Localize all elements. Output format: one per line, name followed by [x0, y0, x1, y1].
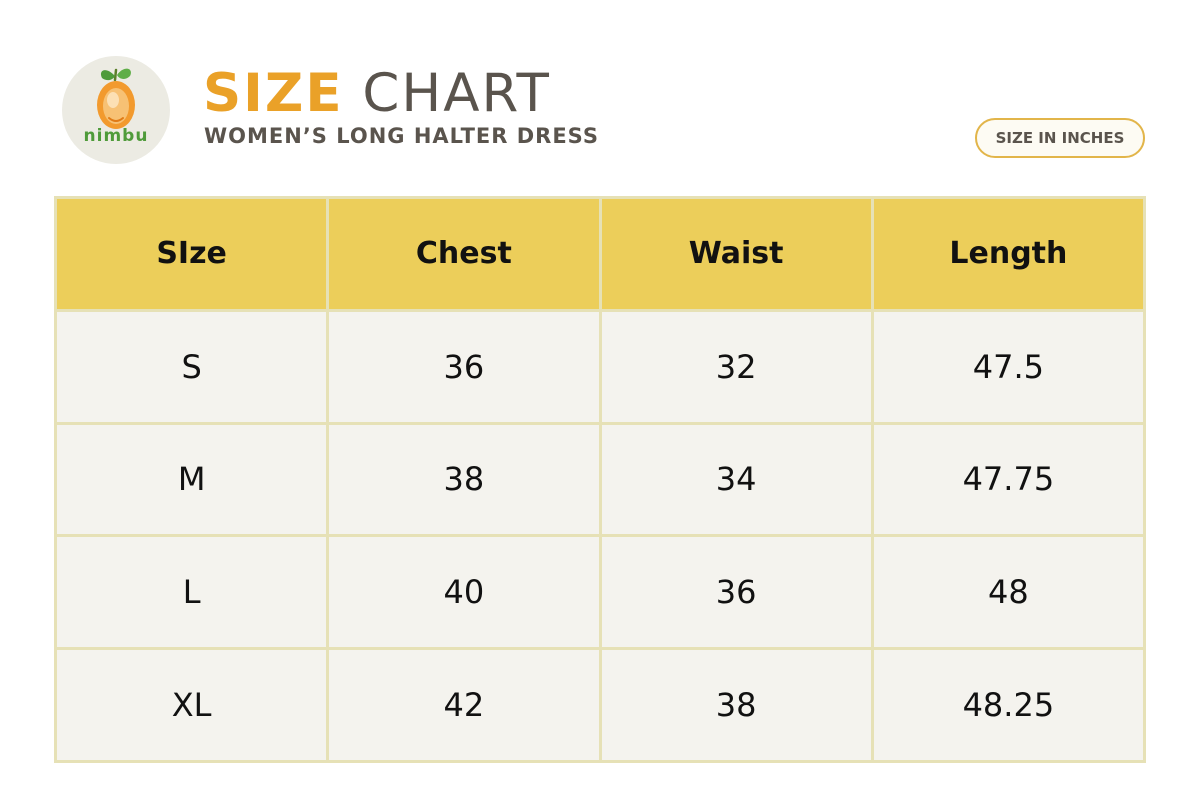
- cell-chest: 42: [326, 647, 602, 763]
- column-header-waist: Waist: [598, 196, 874, 312]
- cell-length: 48: [870, 534, 1147, 651]
- cell-waist: 36: [598, 534, 874, 651]
- table-row: S 36 32 47.5: [53, 308, 1147, 425]
- size-table: SIze Chest Waist Length S 36 32 47.5 M 3…: [53, 196, 1147, 763]
- cell-waist: 32: [598, 308, 874, 425]
- product-subtitle: WOMEN’S LONG HALTER DRESS: [204, 124, 599, 148]
- cell-chest: 36: [326, 308, 602, 425]
- cell-size: S: [53, 308, 330, 425]
- title-highlight: SIZE: [203, 63, 344, 124]
- cell-length: 47.5: [870, 308, 1147, 425]
- column-header-length: Length: [870, 196, 1147, 312]
- brand-logo: nimbu: [62, 56, 170, 164]
- table-row: M 38 34 47.75: [53, 421, 1147, 538]
- column-header-chest: Chest: [326, 196, 602, 312]
- cell-chest: 38: [326, 421, 602, 538]
- cell-waist: 38: [598, 647, 874, 763]
- page-title: SIZE CHART: [203, 64, 551, 124]
- cell-waist: 34: [598, 421, 874, 538]
- cell-size: M: [53, 421, 330, 538]
- table-header-row: SIze Chest Waist Length: [53, 196, 1147, 312]
- brand-wordmark: nimbu: [83, 126, 149, 146]
- cell-chest: 40: [326, 534, 602, 651]
- cell-length: 47.75: [870, 421, 1147, 538]
- cell-size: L: [53, 534, 330, 651]
- lemon-logo-icon: [97, 68, 135, 129]
- title-rest: CHART: [362, 63, 551, 124]
- cell-size: XL: [53, 647, 330, 763]
- column-header-size: SIze: [53, 196, 330, 312]
- table-row: XL 42 38 48.25: [53, 647, 1147, 763]
- unit-badge: SIZE IN INCHES: [975, 118, 1145, 158]
- table-row: L 40 36 48: [53, 534, 1147, 651]
- cell-length: 48.25: [870, 647, 1147, 763]
